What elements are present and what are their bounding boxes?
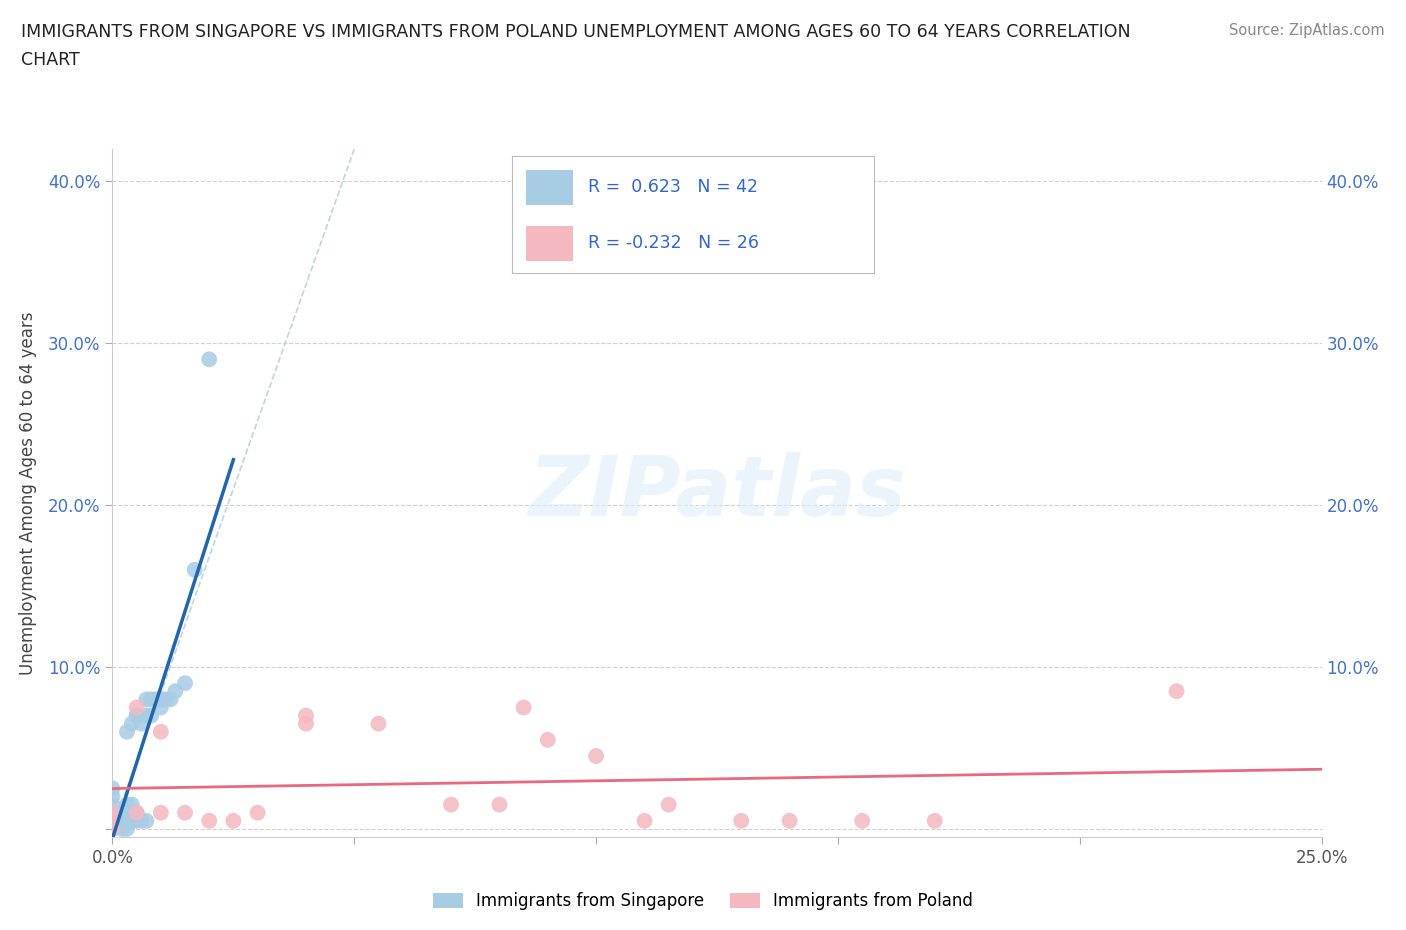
Point: [125, 700, 148, 715]
Point: [115, 724, 138, 739]
Point: [183, 563, 205, 578]
Legend: Immigrants from Singapore, Immigrants from Poland: Immigrants from Singapore, Immigrants fr…: [426, 885, 980, 917]
Point: [111, 821, 134, 836]
Point: [111, 805, 134, 820]
Point: [165, 684, 187, 698]
Point: [135, 692, 157, 707]
Point: [121, 797, 143, 812]
Point: [149, 805, 172, 820]
Text: CHART: CHART: [21, 51, 80, 69]
Point: [924, 814, 946, 829]
Point: [101, 814, 124, 829]
Point: [174, 805, 197, 820]
Point: [101, 821, 124, 836]
Text: Source: ZipAtlas.com: Source: ZipAtlas.com: [1229, 23, 1385, 38]
Point: [115, 797, 138, 812]
Point: [198, 814, 221, 829]
Point: [135, 814, 157, 829]
Point: [101, 797, 124, 812]
Point: [115, 814, 138, 829]
Point: [246, 805, 269, 820]
Point: [198, 352, 221, 366]
Point: [730, 814, 752, 829]
Point: [141, 692, 163, 707]
Point: [512, 700, 534, 715]
Point: [101, 814, 124, 829]
Point: [174, 676, 197, 691]
Point: [295, 716, 318, 731]
Point: [149, 692, 172, 707]
Point: [101, 821, 124, 836]
Point: [145, 692, 167, 707]
Point: [155, 692, 177, 707]
Point: [125, 708, 148, 723]
Point: [121, 716, 143, 731]
Point: [851, 814, 873, 829]
Point: [121, 814, 143, 829]
Point: [125, 805, 148, 820]
Point: [111, 814, 134, 829]
Point: [131, 716, 153, 731]
Point: [779, 814, 801, 829]
Point: [135, 708, 157, 723]
Text: IMMIGRANTS FROM SINGAPORE VS IMMIGRANTS FROM POLAND UNEMPLOYMENT AMONG AGES 60 T: IMMIGRANTS FROM SINGAPORE VS IMMIGRANTS …: [21, 23, 1130, 41]
Point: [101, 821, 124, 836]
Point: [149, 724, 172, 739]
Point: [488, 797, 510, 812]
Point: [115, 821, 138, 836]
Point: [101, 814, 124, 829]
Point: [125, 708, 148, 723]
Point: [121, 805, 143, 820]
Point: [440, 797, 463, 812]
Point: [101, 781, 124, 796]
Y-axis label: Unemployment Among Ages 60 to 64 years: Unemployment Among Ages 60 to 64 years: [20, 312, 37, 674]
Point: [222, 814, 245, 829]
Point: [658, 797, 681, 812]
Point: [101, 805, 124, 820]
Point: [125, 805, 148, 820]
Point: [125, 814, 148, 829]
Point: [295, 708, 318, 723]
Point: [537, 733, 560, 748]
Point: [149, 700, 172, 715]
Point: [101, 805, 124, 820]
Point: [633, 814, 655, 829]
Point: [101, 821, 124, 836]
Point: [115, 805, 138, 820]
Point: [1166, 684, 1188, 698]
Point: [159, 692, 181, 707]
Point: [141, 708, 163, 723]
Point: [101, 789, 124, 804]
Point: [131, 814, 153, 829]
Point: [367, 716, 389, 731]
Point: [585, 749, 607, 764]
Point: [101, 805, 124, 820]
Text: ZIPatlas: ZIPatlas: [529, 452, 905, 534]
